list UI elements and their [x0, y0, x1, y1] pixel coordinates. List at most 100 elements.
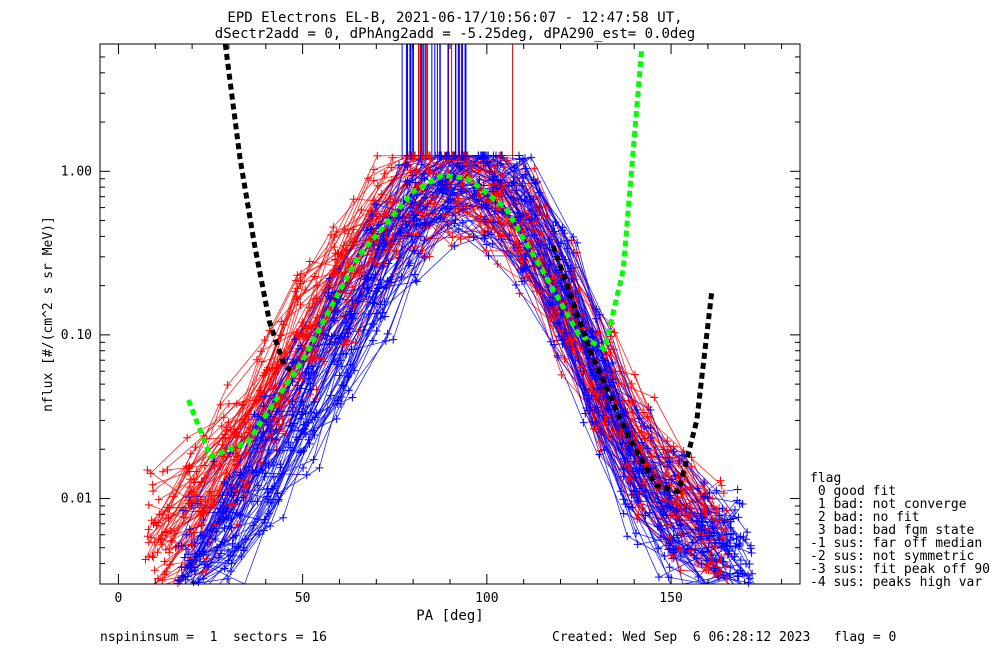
data-point	[383, 199, 392, 208]
data-point	[372, 200, 381, 209]
data-point	[239, 543, 248, 552]
data-point	[362, 226, 371, 235]
data-point	[625, 459, 634, 468]
data-point	[375, 263, 384, 272]
legend-item: 3 bad: bad fgm state	[810, 523, 975, 538]
data-point	[638, 468, 647, 477]
data-point	[166, 527, 175, 536]
series-line	[203, 154, 748, 533]
data-point	[608, 426, 617, 435]
data-point	[338, 251, 347, 260]
data-point	[482, 240, 491, 249]
data-point	[513, 213, 522, 222]
data-point	[606, 368, 615, 377]
data-point	[290, 335, 299, 344]
data-point	[515, 289, 524, 298]
data-point	[354, 327, 363, 336]
data-point	[403, 181, 412, 190]
data-point	[495, 227, 504, 236]
data-point	[325, 283, 334, 292]
data-point	[703, 556, 712, 565]
chart-title: EPD Electrons EL-B, 2021-06-17/10:56:07 …	[227, 10, 682, 26]
data-point	[284, 438, 293, 447]
data-point	[677, 530, 686, 539]
data-point	[726, 569, 735, 578]
data-point	[180, 553, 189, 562]
data-point	[304, 435, 313, 444]
data-point	[715, 504, 724, 513]
data-point	[410, 242, 419, 251]
data-point	[232, 486, 241, 495]
data-point	[597, 350, 606, 359]
data-point	[685, 504, 694, 513]
data-point	[254, 412, 263, 421]
data-point	[348, 241, 357, 250]
data-point	[291, 287, 300, 296]
data-point	[367, 210, 376, 219]
data-point	[189, 528, 198, 537]
data-point	[347, 314, 356, 323]
data-point	[745, 574, 754, 583]
data-point	[241, 534, 250, 543]
data-point	[520, 197, 529, 206]
data-point	[260, 515, 269, 524]
data-point	[306, 356, 315, 365]
data-point	[579, 367, 588, 376]
data-point	[249, 521, 258, 530]
data-point	[364, 174, 373, 183]
data-point	[489, 218, 498, 227]
data-point	[556, 278, 565, 287]
data-point	[730, 550, 739, 559]
data-point	[646, 406, 655, 415]
data-point	[350, 366, 359, 375]
data-point	[388, 205, 397, 214]
data-point	[406, 168, 415, 177]
data-point	[632, 529, 641, 538]
data-point	[661, 455, 670, 464]
data-point	[341, 311, 350, 320]
data-point	[726, 536, 735, 545]
data-point	[436, 185, 445, 194]
data-point	[637, 438, 646, 447]
data-point	[663, 462, 672, 471]
data-point	[347, 345, 356, 354]
data-point	[148, 552, 157, 561]
data-point	[185, 496, 194, 505]
data-point	[595, 450, 604, 459]
data-point	[566, 267, 575, 276]
data-point	[421, 193, 430, 202]
data-point	[222, 468, 231, 477]
data-point	[628, 408, 637, 417]
legend-item: 1 bad: not converge	[810, 497, 967, 512]
data-point	[456, 185, 465, 194]
data-point	[496, 176, 505, 185]
footer-right: Created: Wed Sep 6 06:28:12 2023 flag = …	[552, 630, 896, 645]
data-point	[181, 545, 190, 554]
data-point	[235, 471, 244, 480]
data-point	[239, 400, 248, 409]
data-point	[730, 505, 739, 514]
data-point	[538, 230, 547, 239]
data-point	[496, 159, 505, 168]
data-point	[299, 401, 308, 410]
data-point	[439, 159, 448, 168]
data-point	[589, 424, 598, 433]
data-point	[258, 466, 267, 475]
data-point	[635, 414, 644, 423]
data-point	[423, 202, 432, 211]
data-point	[344, 229, 353, 238]
data-point	[346, 310, 355, 319]
data-point	[235, 511, 244, 520]
data-point	[634, 501, 643, 510]
data-point	[371, 270, 380, 279]
data-point	[656, 533, 665, 542]
data-point	[646, 449, 655, 458]
data-point	[388, 231, 397, 240]
data-point	[364, 247, 373, 256]
x-tick-label: 150	[659, 591, 682, 606]
data-point	[147, 533, 156, 542]
series-line	[193, 201, 740, 585]
data-point	[736, 566, 745, 575]
data-point	[554, 318, 563, 327]
data-point	[304, 333, 313, 342]
